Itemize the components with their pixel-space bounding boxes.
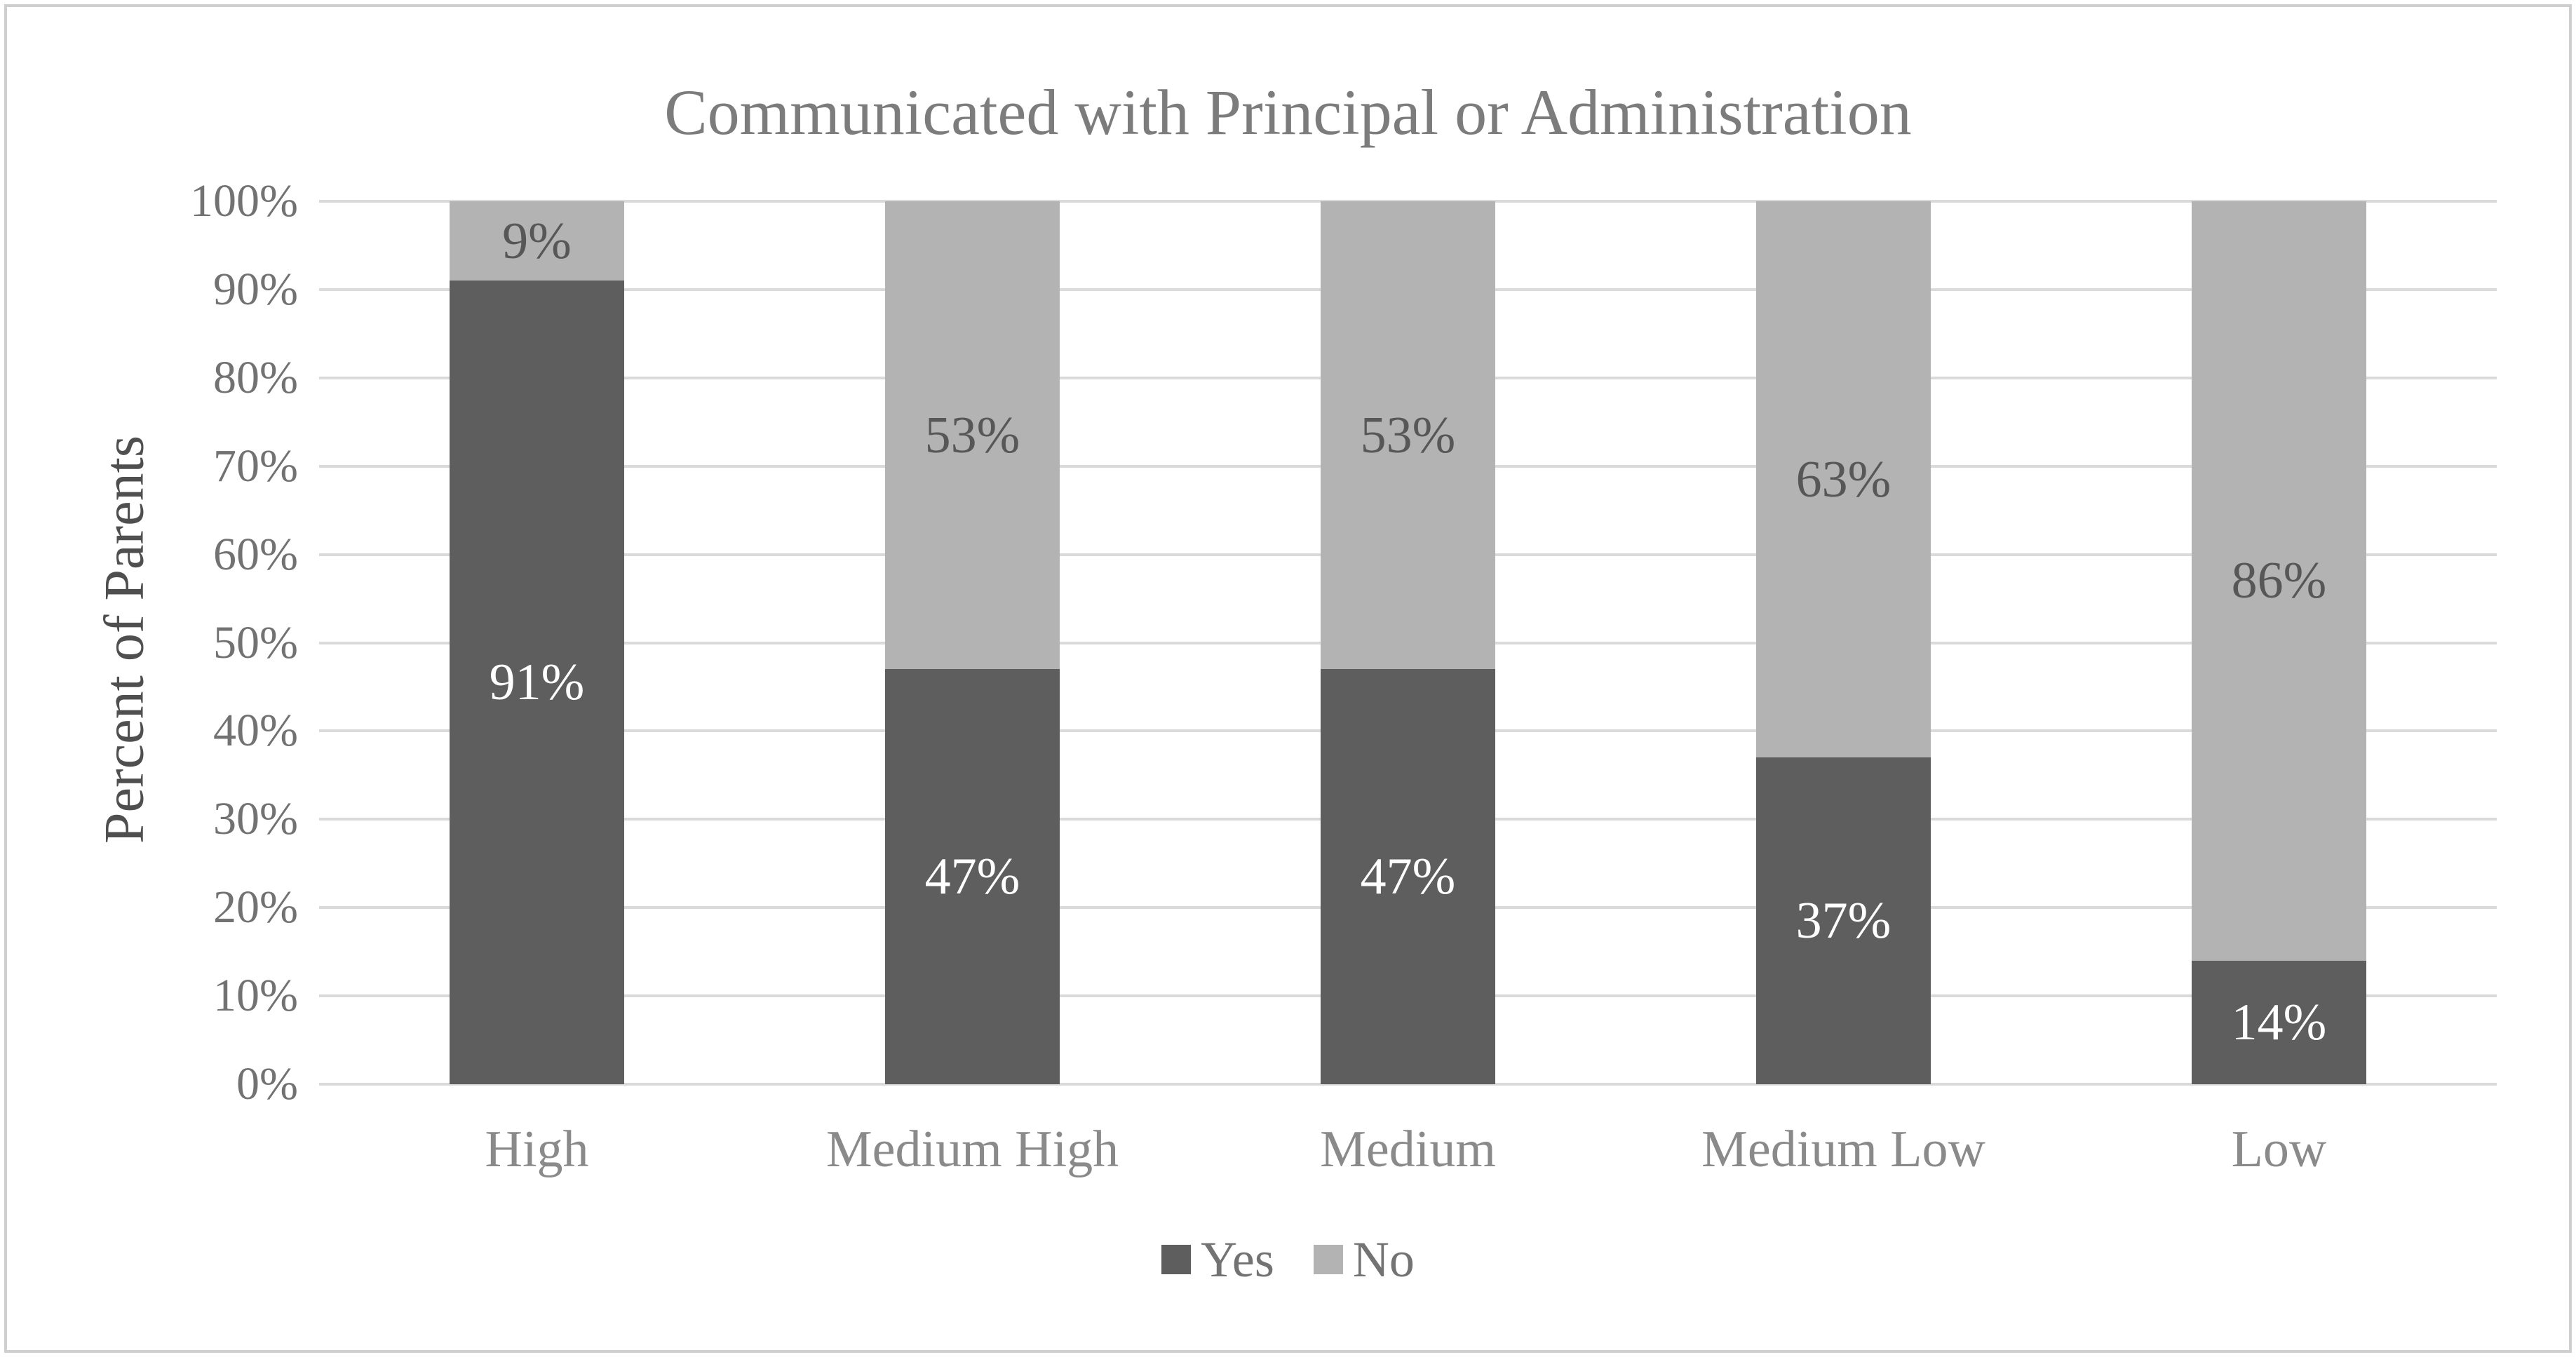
- data-label-low-yes: 14%: [2231, 993, 2327, 1051]
- bar-medium-no-segment: 53%: [1321, 201, 1495, 670]
- y-tick-label-0: 0%: [236, 1058, 298, 1109]
- data-label-high-no: 9%: [502, 212, 572, 270]
- bar-group-high: 9% 91%: [319, 201, 755, 1084]
- bars-container: 9% 91% 53% 47% 53% 47% 63% 37% 86% 14%: [319, 201, 2497, 1084]
- y-tick-label-50: 50%: [213, 616, 298, 668]
- data-label-high-yes: 91%: [489, 654, 585, 712]
- bar-medium-high: 53% 47%: [885, 201, 1060, 1084]
- legend-label-yes: Yes: [1201, 1231, 1274, 1288]
- bar-group-medium: 53% 47%: [1190, 201, 1626, 1084]
- y-tick-label-90: 90%: [213, 263, 298, 315]
- x-category-label-medium: Medium: [1320, 1121, 1496, 1178]
- bar-high-no-segment: 9%: [450, 201, 624, 281]
- bar-medium-yes-segment: 47%: [1321, 669, 1495, 1084]
- bar-group-low: 86% 14%: [2061, 201, 2497, 1084]
- chart-title: Communicated with Principal or Administr…: [664, 76, 1912, 148]
- y-tick-label-80: 80%: [213, 351, 298, 403]
- data-label-medium-high-no: 53%: [924, 406, 1020, 464]
- y-tick-label-60: 60%: [213, 528, 298, 580]
- x-category-label-medium-high: Medium High: [825, 1121, 1119, 1178]
- data-label-medium-low-no: 63%: [1795, 450, 1891, 508]
- legend-swatch-no: [1313, 1245, 1343, 1274]
- x-category-label-low: Low: [2231, 1121, 2327, 1178]
- y-tick-label-10: 10%: [213, 970, 298, 1022]
- y-tick-label-30: 30%: [213, 793, 298, 845]
- bar-low-no-segment: 86%: [2192, 201, 2366, 961]
- plot-area: 9% 91% 53% 47% 53% 47% 63% 37% 86% 14%: [319, 200, 2497, 1086]
- bar-low: 86% 14%: [2192, 201, 2366, 1084]
- legend-label-no: No: [1352, 1231, 1415, 1288]
- data-label-medium-yes: 47%: [1360, 848, 1456, 906]
- bar-high-yes-segment: 91%: [450, 281, 624, 1084]
- legend-item-no: No: [1313, 1231, 1415, 1288]
- y-tick-label-100: 100%: [190, 175, 298, 227]
- data-label-medium-low-yes: 37%: [1795, 892, 1891, 950]
- bar-medium-low-yes-segment: 37%: [1756, 757, 1931, 1084]
- x-axis-category-labels: High Medium High Medium Medium Low Low: [319, 1117, 2497, 1182]
- bar-medium-high-no-segment: 53%: [885, 201, 1060, 670]
- bar-medium-low: 63% 37%: [1756, 201, 1931, 1084]
- bar-high: 9% 91%: [450, 201, 624, 1084]
- x-category-label-medium-low: Medium Low: [1701, 1121, 1985, 1178]
- x-category-label-high: High: [485, 1121, 589, 1178]
- bar-medium-low-no-segment: 63%: [1756, 201, 1931, 758]
- y-tick-label-40: 40%: [213, 705, 298, 757]
- data-label-medium-high-yes: 47%: [924, 848, 1020, 906]
- bar-medium: 53% 47%: [1321, 201, 1495, 1084]
- legend: Yes No: [0, 1231, 2576, 1288]
- data-label-low-no: 86%: [2231, 552, 2327, 610]
- y-tick-label-20: 20%: [213, 882, 298, 933]
- bar-group-medium-low: 63% 37%: [1626, 201, 2061, 1084]
- y-tick-label-70: 70%: [213, 440, 298, 492]
- bar-low-yes-segment: 14%: [2192, 960, 2366, 1084]
- bar-group-medium-high: 53% 47%: [755, 201, 1190, 1084]
- data-label-medium-no: 53%: [1360, 406, 1456, 464]
- gridline-0: [319, 1083, 2497, 1086]
- y-axis-tick-labels: 0% 10% 20% 30% 40% 50% 60% 70% 80% 90% 100%: [0, 175, 319, 1109]
- bar-medium-high-yes-segment: 47%: [885, 669, 1060, 1084]
- legend-item-yes: Yes: [1161, 1231, 1274, 1288]
- legend-swatch-yes: [1161, 1245, 1192, 1274]
